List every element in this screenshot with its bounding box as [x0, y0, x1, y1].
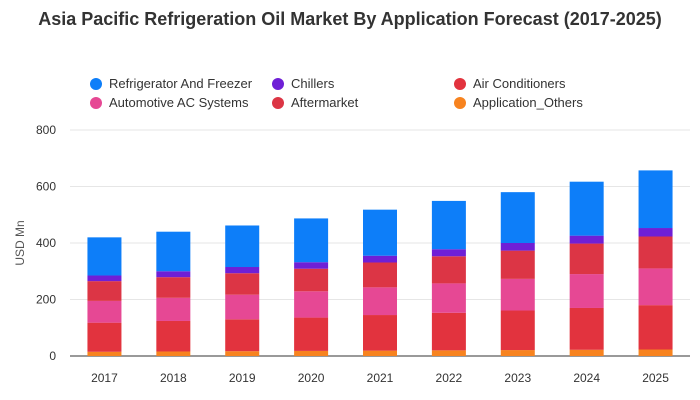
- bar-segment[interactable]: [87, 300, 122, 323]
- bar-segment[interactable]: [156, 231, 191, 272]
- legend-label: Aftermarket: [291, 95, 359, 110]
- y-tick-label: 200: [36, 293, 56, 307]
- bar-segment[interactable]: [363, 209, 397, 256]
- bar-segment[interactable]: [156, 297, 191, 321]
- bar-segment[interactable]: [294, 317, 329, 351]
- bar-segment[interactable]: [431, 249, 466, 257]
- bar-segment[interactable]: [363, 262, 397, 288]
- y-tick-label: 800: [36, 123, 56, 137]
- bar-segment[interactable]: [431, 312, 466, 351]
- legend-dot-icon: [454, 77, 466, 90]
- bar-segment[interactable]: [294, 218, 329, 263]
- bar-segment[interactable]: [225, 294, 260, 320]
- bar-segment[interactable]: [156, 277, 191, 298]
- bar-segment[interactable]: [638, 170, 673, 229]
- bar-segment[interactable]: [156, 271, 191, 278]
- bar-segment[interactable]: [87, 322, 122, 352]
- bar-segment[interactable]: [156, 320, 191, 352]
- bar-segment[interactable]: [294, 268, 329, 292]
- x-tick-label: 2022: [436, 371, 463, 385]
- bar-segment[interactable]: [294, 350, 329, 356]
- bar-segment[interactable]: [500, 278, 535, 311]
- bar-segment[interactable]: [638, 349, 673, 356]
- bar-segment[interactable]: [500, 192, 535, 243]
- legend-label: Application_Others: [473, 95, 583, 110]
- bar-segment[interactable]: [363, 255, 397, 263]
- bar-segment[interactable]: [225, 351, 260, 356]
- bar-segment[interactable]: [294, 262, 329, 269]
- x-tick-label: 2019: [229, 371, 256, 385]
- bar-segment[interactable]: [87, 281, 122, 301]
- bar-segment[interactable]: [363, 287, 397, 316]
- bar-segment[interactable]: [363, 315, 397, 351]
- legend-item-automotive-ac-systems[interactable]: Automotive AC Systems: [90, 95, 248, 110]
- y-axis-label: USD Mn: [13, 220, 27, 265]
- x-tick-label: 2023: [504, 371, 531, 385]
- legend-label: Air Conditioners: [473, 76, 566, 91]
- bar-segment[interactable]: [225, 273, 260, 295]
- chart-title: Asia Pacific Refrigeration Oil Market By…: [38, 9, 662, 29]
- legend-item-air-conditioners[interactable]: Air Conditioners: [454, 76, 566, 91]
- bar-segment[interactable]: [87, 237, 122, 276]
- legend-dot-icon: [272, 96, 284, 109]
- bar-segment[interactable]: [569, 274, 604, 308]
- legend: Refrigerator And Freezer Chillers Air Co…: [0, 74, 700, 114]
- legend-dot-icon: [272, 77, 284, 90]
- bar-segment[interactable]: [363, 350, 397, 356]
- legend-dot-icon: [90, 77, 102, 90]
- bar-segment[interactable]: [569, 349, 604, 356]
- bar-segment[interactable]: [225, 267, 260, 274]
- bar-segment[interactable]: [569, 235, 604, 244]
- bar-segment[interactable]: [500, 350, 535, 356]
- bar-segment[interactable]: [500, 250, 535, 279]
- bar-segment[interactable]: [431, 283, 466, 313]
- legend-dot-icon: [90, 96, 102, 109]
- legend-dot-icon: [454, 96, 466, 109]
- bar-segment[interactable]: [225, 319, 260, 352]
- bar-segment[interactable]: [431, 350, 466, 356]
- x-tick-label: 2021: [367, 371, 394, 385]
- y-tick-label: 0: [49, 349, 56, 363]
- x-tick-label: 2017: [91, 371, 118, 385]
- bar-segment[interactable]: [87, 275, 122, 282]
- legend-item-refrigerator-and-freezer[interactable]: Refrigerator And Freezer: [90, 76, 252, 91]
- y-tick-label: 600: [36, 180, 56, 194]
- legend-item-aftermarket[interactable]: Aftermarket: [272, 95, 358, 110]
- bar-segment[interactable]: [500, 243, 535, 251]
- bar-segment[interactable]: [225, 225, 260, 268]
- bar-segment[interactable]: [294, 291, 329, 318]
- legend-label: Refrigerator And Freezer: [109, 76, 253, 91]
- bar-segment[interactable]: [431, 200, 466, 250]
- legend-label: Automotive AC Systems: [109, 95, 249, 110]
- bar-segment[interactable]: [638, 268, 673, 306]
- bar-segment[interactable]: [431, 256, 466, 284]
- bar-segment[interactable]: [638, 236, 673, 269]
- x-tick-label: 2020: [298, 371, 325, 385]
- bar-segment[interactable]: [569, 181, 604, 236]
- bar-segment[interactable]: [638, 228, 673, 237]
- legend-item-chillers[interactable]: Chillers: [272, 76, 334, 91]
- x-tick-label: 2025: [642, 371, 669, 385]
- bar-segment[interactable]: [569, 307, 604, 350]
- bar-segment[interactable]: [500, 310, 535, 351]
- y-tick-label: 400: [36, 236, 56, 250]
- x-tick-label: 2024: [573, 371, 600, 385]
- bar-segment[interactable]: [638, 305, 673, 350]
- bar-segment[interactable]: [87, 351, 122, 356]
- bar-segment[interactable]: [156, 351, 191, 356]
- bar-segment[interactable]: [569, 243, 604, 275]
- legend-label: Chillers: [291, 76, 335, 91]
- legend-item-application-others[interactable]: Application_Others: [454, 95, 583, 110]
- x-tick-label: 2018: [160, 371, 187, 385]
